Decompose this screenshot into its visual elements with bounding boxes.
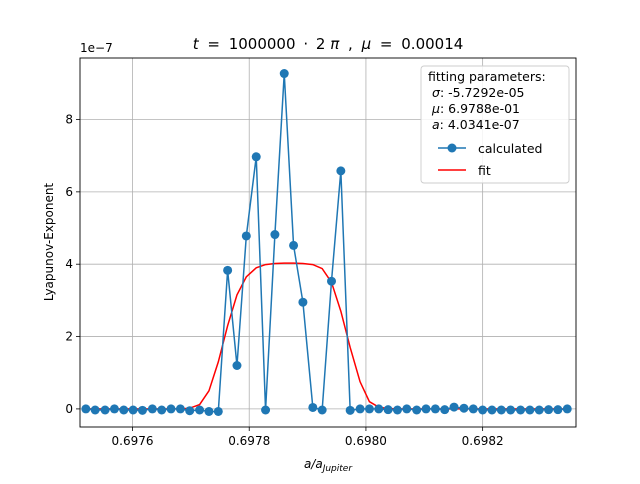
calculated-point <box>195 405 205 415</box>
calculated-point <box>421 404 431 414</box>
calculated-point <box>345 405 355 415</box>
calculated-point <box>412 405 422 415</box>
x-axis-label: a/aJupiter <box>304 457 353 474</box>
calculated-point <box>175 404 185 414</box>
calculated-point <box>137 405 147 415</box>
calculated-point <box>553 405 563 415</box>
calculated-series <box>81 69 572 416</box>
calculated-point <box>525 405 535 415</box>
calculated-point <box>392 405 402 415</box>
legend-title: fitting parameters: <box>428 69 546 84</box>
calculated-point <box>402 404 412 414</box>
calculated-point <box>232 361 242 370</box>
calculated-point <box>544 405 554 415</box>
calculated-point <box>506 405 516 415</box>
calculated-point <box>496 405 506 415</box>
calculated-point <box>327 276 336 286</box>
calculated-point <box>213 406 223 416</box>
calculated-line <box>85 73 568 413</box>
calculated-point <box>336 166 346 176</box>
legend-fit-label: fit <box>478 163 491 178</box>
calculated-point <box>459 403 469 413</box>
calculated-point <box>308 402 318 412</box>
calculated-point <box>374 404 384 414</box>
calculated-point <box>185 406 195 416</box>
calculated-point <box>487 405 497 415</box>
calculated-point <box>534 405 544 415</box>
y-tick-label: 6 <box>65 185 73 199</box>
calculated-point <box>516 405 526 415</box>
y-offset-text: 1e−7 <box>80 41 113 55</box>
legend: fitting parameters: σ: -5.7292e-05 μ: 6.… <box>420 65 570 184</box>
calculated-point <box>298 297 308 307</box>
calculated-point <box>270 230 280 240</box>
x-tick-label: 0.6978 <box>228 434 270 448</box>
chart-title: t = 1000000 · 2 π , μ = 0.00014 <box>193 35 464 53</box>
legend-calculated-label: calculated <box>478 141 542 156</box>
calculated-point <box>100 405 110 415</box>
calculated-point <box>317 405 327 415</box>
calculated-point <box>383 405 393 415</box>
calculated-point <box>241 231 251 241</box>
calculated-point <box>147 404 157 414</box>
ticks: 0.6976 0.6978 0.6980 0.6982 0 2 4 6 8 <box>65 113 503 449</box>
calculated-point <box>90 405 100 415</box>
y-tick-label: 0 <box>65 402 73 416</box>
calculated-point <box>119 405 129 415</box>
calculated-point <box>440 405 450 415</box>
calculated-point <box>364 404 374 414</box>
calculated-point <box>204 406 214 416</box>
calculated-point <box>157 405 167 415</box>
x-tick-label: 0.6980 <box>345 434 387 448</box>
calculated-point <box>449 402 459 412</box>
y-tick-label: 8 <box>65 113 73 127</box>
calculated-point <box>562 404 572 414</box>
legend-param-sigma: σ: -5.7292e-05 <box>432 85 524 100</box>
x-tick-label: 0.6982 <box>462 434 504 448</box>
legend-param-mu: μ: 6.9788e-01 <box>431 101 520 116</box>
calculated-point <box>289 240 299 250</box>
calculated-point <box>81 404 91 414</box>
y-tick-label: 4 <box>65 257 73 271</box>
calculated-point <box>166 404 176 414</box>
calculated-point <box>279 69 289 79</box>
calculated-point <box>261 405 271 415</box>
calculated-point <box>355 404 365 414</box>
calculated-point <box>223 265 233 275</box>
legend-param-a: a: 4.0341e-07 <box>432 117 520 132</box>
calculated-point <box>251 152 261 162</box>
y-tick-label: 2 <box>65 330 73 344</box>
legend-calculated-marker <box>447 143 457 153</box>
calculated-point <box>468 404 478 414</box>
y-axis-label: Lyapunov-Exponent <box>42 183 56 302</box>
legend-box <box>420 65 570 184</box>
x-tick-label: 0.6976 <box>112 434 154 448</box>
calculated-point <box>478 405 488 415</box>
calculated-point <box>128 405 138 415</box>
calculated-point <box>109 404 119 414</box>
calculated-point <box>430 404 440 414</box>
plot-frame <box>79 57 577 428</box>
